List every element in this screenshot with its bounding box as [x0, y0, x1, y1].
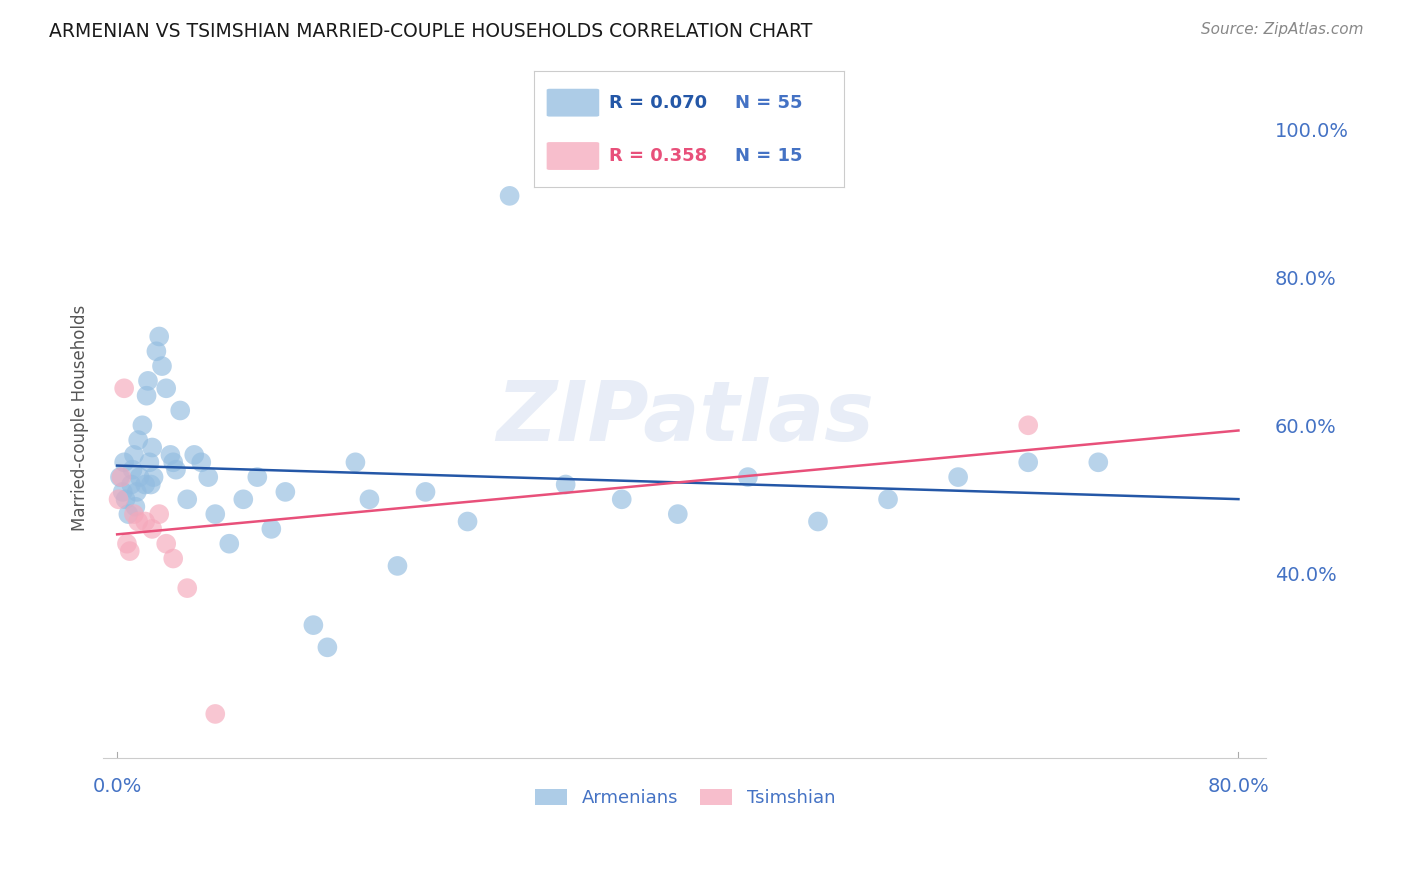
Point	[118, 544, 141, 558]
Point	[274, 484, 297, 499]
Text: 80.0%: 80.0%	[1208, 777, 1270, 796]
Point	[415, 484, 437, 499]
Point	[737, 470, 759, 484]
Point	[139, 477, 162, 491]
Point	[316, 640, 339, 655]
Point	[134, 477, 156, 491]
Point	[218, 537, 240, 551]
Point	[176, 492, 198, 507]
Text: ZIPatlas: ZIPatlas	[496, 377, 873, 458]
Point	[165, 463, 187, 477]
Point	[136, 374, 159, 388]
Text: 0.0%: 0.0%	[93, 777, 142, 796]
Point	[138, 455, 160, 469]
Point	[121, 463, 143, 477]
Point	[260, 522, 283, 536]
Point	[108, 470, 131, 484]
Point	[145, 344, 167, 359]
Text: N = 15: N = 15	[735, 147, 803, 165]
Point	[1017, 455, 1039, 469]
Point	[120, 477, 142, 491]
Point	[554, 477, 576, 491]
Point	[107, 492, 129, 507]
Text: R = 0.358: R = 0.358	[609, 147, 707, 165]
Legend: Armenians, Tsimshian: Armenians, Tsimshian	[527, 781, 842, 814]
FancyBboxPatch shape	[547, 142, 599, 169]
Point	[457, 515, 479, 529]
Point	[150, 359, 173, 373]
Point	[134, 515, 156, 529]
Point	[946, 470, 969, 484]
Point	[197, 470, 219, 484]
Point	[162, 551, 184, 566]
Point	[127, 433, 149, 447]
Point	[122, 507, 145, 521]
Point	[183, 448, 205, 462]
Text: Source: ZipAtlas.com: Source: ZipAtlas.com	[1201, 22, 1364, 37]
Point	[155, 537, 177, 551]
Point	[204, 507, 226, 521]
Point	[135, 389, 157, 403]
Point	[498, 189, 520, 203]
Point	[877, 492, 900, 507]
Text: R = 0.070: R = 0.070	[609, 94, 707, 112]
Point	[148, 507, 170, 521]
Point	[610, 492, 633, 507]
Point	[110, 470, 132, 484]
Point	[155, 381, 177, 395]
Point	[124, 500, 146, 514]
Text: ARMENIAN VS TSIMSHIAN MARRIED-COUPLE HOUSEHOLDS CORRELATION CHART: ARMENIAN VS TSIMSHIAN MARRIED-COUPLE HOU…	[49, 22, 813, 41]
Point	[204, 706, 226, 721]
Text: N = 55: N = 55	[735, 94, 803, 112]
Point	[122, 448, 145, 462]
Point	[142, 470, 165, 484]
Point	[1087, 455, 1109, 469]
Point	[666, 507, 689, 521]
Point	[246, 470, 269, 484]
Point	[117, 507, 139, 521]
Point	[141, 441, 163, 455]
Point	[169, 403, 191, 417]
Point	[112, 455, 135, 469]
Point	[190, 455, 212, 469]
Point	[125, 484, 148, 499]
Point	[359, 492, 381, 507]
Point	[141, 522, 163, 536]
Point	[128, 470, 150, 484]
Point	[112, 381, 135, 395]
Point	[1017, 418, 1039, 433]
Point	[232, 492, 254, 507]
Point	[159, 448, 181, 462]
Point	[162, 455, 184, 469]
FancyBboxPatch shape	[547, 89, 599, 117]
Point	[114, 492, 136, 507]
Y-axis label: Married-couple Households: Married-couple Households	[72, 305, 89, 531]
Point	[387, 558, 409, 573]
Point	[115, 537, 138, 551]
Point	[807, 515, 830, 529]
Point	[131, 418, 153, 433]
Point	[302, 618, 325, 632]
Point	[127, 515, 149, 529]
Point	[111, 484, 134, 499]
Point	[176, 581, 198, 595]
Point	[344, 455, 367, 469]
Point	[148, 329, 170, 343]
